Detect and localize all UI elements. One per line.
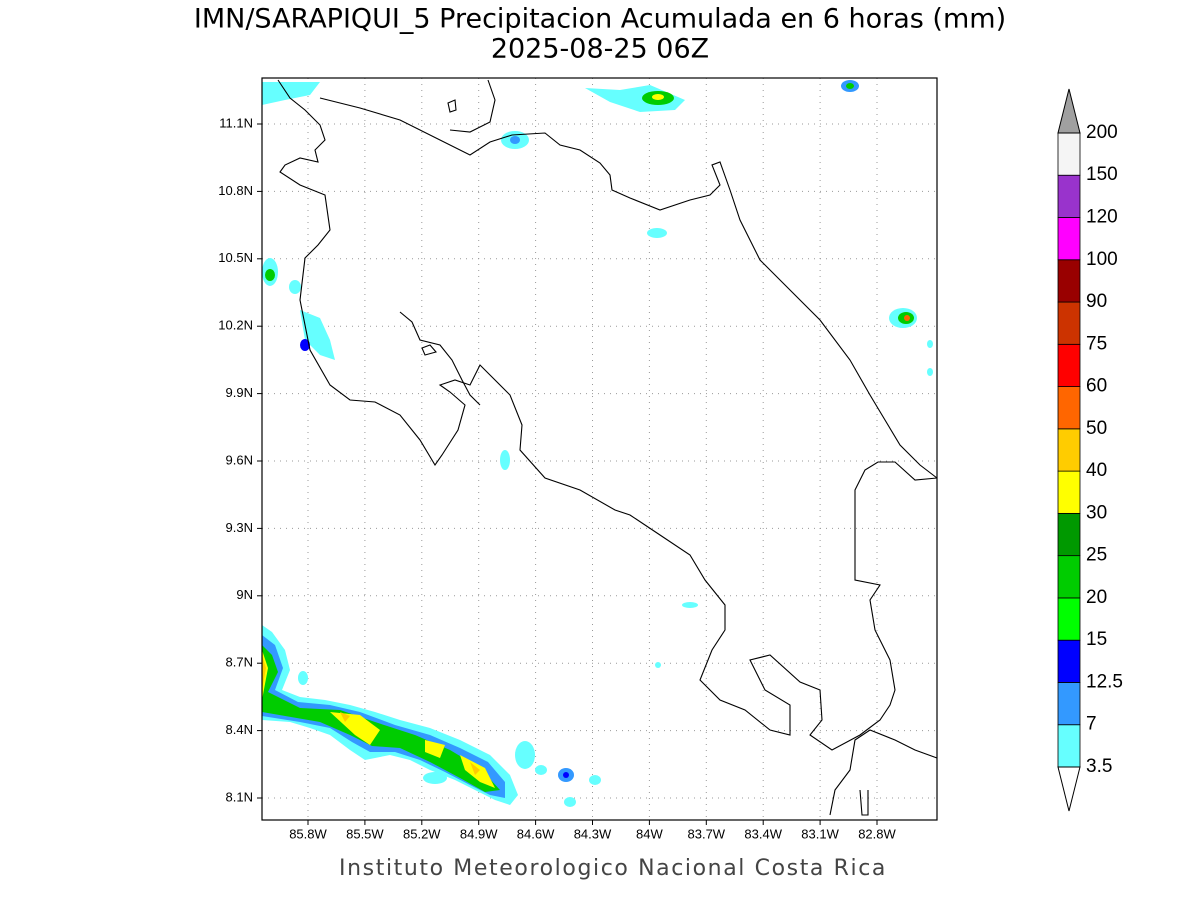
colorbar-label: 7 [1086, 714, 1097, 735]
colorbar-band [1057, 259, 1081, 303]
lat-label: 8.4N [226, 722, 253, 737]
lat-label: 9N [236, 587, 253, 602]
precipitation [262, 80, 933, 807]
colorbar-label: 3.5 [1086, 756, 1112, 777]
colorbar-band [1057, 724, 1081, 768]
lat-label: 8.7N [226, 655, 253, 670]
colorbar-band [1057, 555, 1081, 599]
colorbar-label: 25 [1086, 545, 1107, 566]
lat-label: 9.6N [226, 452, 253, 467]
colorbar-label: 100 [1086, 249, 1118, 270]
lon-label: 84W [636, 826, 663, 841]
colorbar-band [1057, 512, 1081, 557]
colorbar-label: 50 [1086, 418, 1107, 439]
colorbar-band [1057, 428, 1081, 472]
colorbar-band [1057, 174, 1081, 218]
colorbar-label: 90 [1086, 291, 1107, 312]
lon-label: 83.1W [801, 826, 839, 841]
lon-label: 84.3W [574, 826, 612, 841]
colorbar-band [1057, 217, 1081, 261]
lat-label: 10.5N [218, 250, 253, 265]
colorbar-label: 15 [1086, 629, 1107, 650]
colorbar: 3.5 7 12.5 15 20 25 30 40 50 60 75 90 100 120 150 200 [1057, 88, 1123, 812]
coastline [277, 79, 938, 816]
colorbar-under [1057, 766, 1081, 812]
axes: 85.8W 85.5W 85.2W 84.9W 84.6W 84.3W 84W 83.7W 83… [218, 115, 896, 841]
lat-label: 10.8N [218, 183, 253, 198]
lon-label: 83.7W [688, 826, 726, 841]
lon-label: 84.6W [517, 826, 555, 841]
colorbar-label: 30 [1086, 502, 1107, 523]
lat-label: 8.1N [226, 789, 253, 804]
footer: Instituto Meteorologico Nacional Costa R… [339, 856, 887, 881]
colorbar-label: 12.5 [1086, 671, 1123, 692]
lat-label: 10.2N [218, 318, 253, 333]
lon-label: 85.2W [403, 826, 441, 841]
lon-label: 85.5W [346, 826, 384, 841]
colorbar-label: 40 [1086, 460, 1107, 481]
colorbar-band [1057, 682, 1081, 726]
colorbar-label: 60 [1086, 376, 1107, 397]
colorbar-label: 20 [1086, 587, 1107, 608]
colorbar-label: 150 [1086, 164, 1118, 185]
colorbar-label: 200 [1086, 122, 1118, 143]
lon-label: 82.8W [858, 826, 896, 841]
colorbar-band [1057, 343, 1081, 387]
colorbar-label: 75 [1086, 333, 1107, 354]
lon-label: 83.4W [744, 826, 782, 841]
lon-label: 85.8W [289, 826, 327, 841]
lat-label: 9.3N [226, 520, 253, 535]
title: IMN/SARAPIQUI_5 Precipitacion Acumulada … [194, 4, 1006, 35]
colorbar-band [1057, 132, 1081, 176]
map-frame [261, 77, 938, 821]
colorbar-over [1057, 88, 1081, 134]
subtitle: 2025-08-25 06Z [491, 34, 709, 65]
lon-label: 84.9W [460, 826, 498, 841]
lat-label: 11.1N [219, 115, 253, 130]
grid [262, 78, 937, 820]
colorbar-band [1057, 386, 1081, 430]
colorbar-band [1057, 597, 1081, 641]
colorbar-band [1057, 470, 1081, 514]
colorbar-band [1057, 301, 1081, 345]
lat-label: 9.9N [226, 385, 253, 400]
colorbar-band [1057, 639, 1081, 683]
colorbar-label: 120 [1086, 207, 1118, 228]
